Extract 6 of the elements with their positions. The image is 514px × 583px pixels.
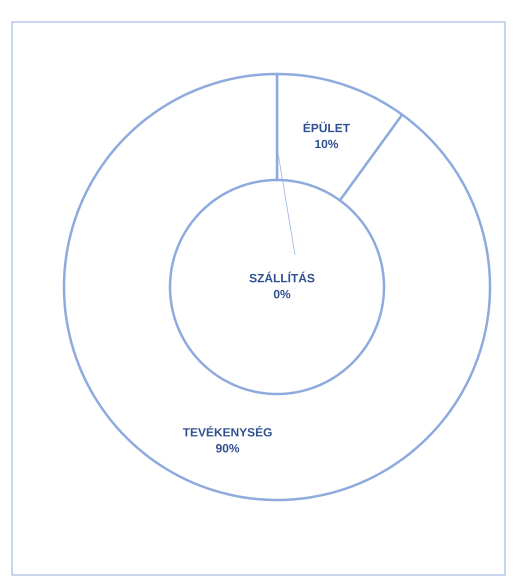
slice-label: ÉPÜLET: [304, 122, 350, 132]
category-label: SZÁLLÍTÁS: [249, 272, 314, 282]
data-label: 90%: [216, 444, 240, 452]
slice-label: TEVÉKENYSÉG: [182, 426, 272, 437]
text: 0%: [274, 290, 290, 298]
data-label: 10%: [315, 140, 338, 148]
